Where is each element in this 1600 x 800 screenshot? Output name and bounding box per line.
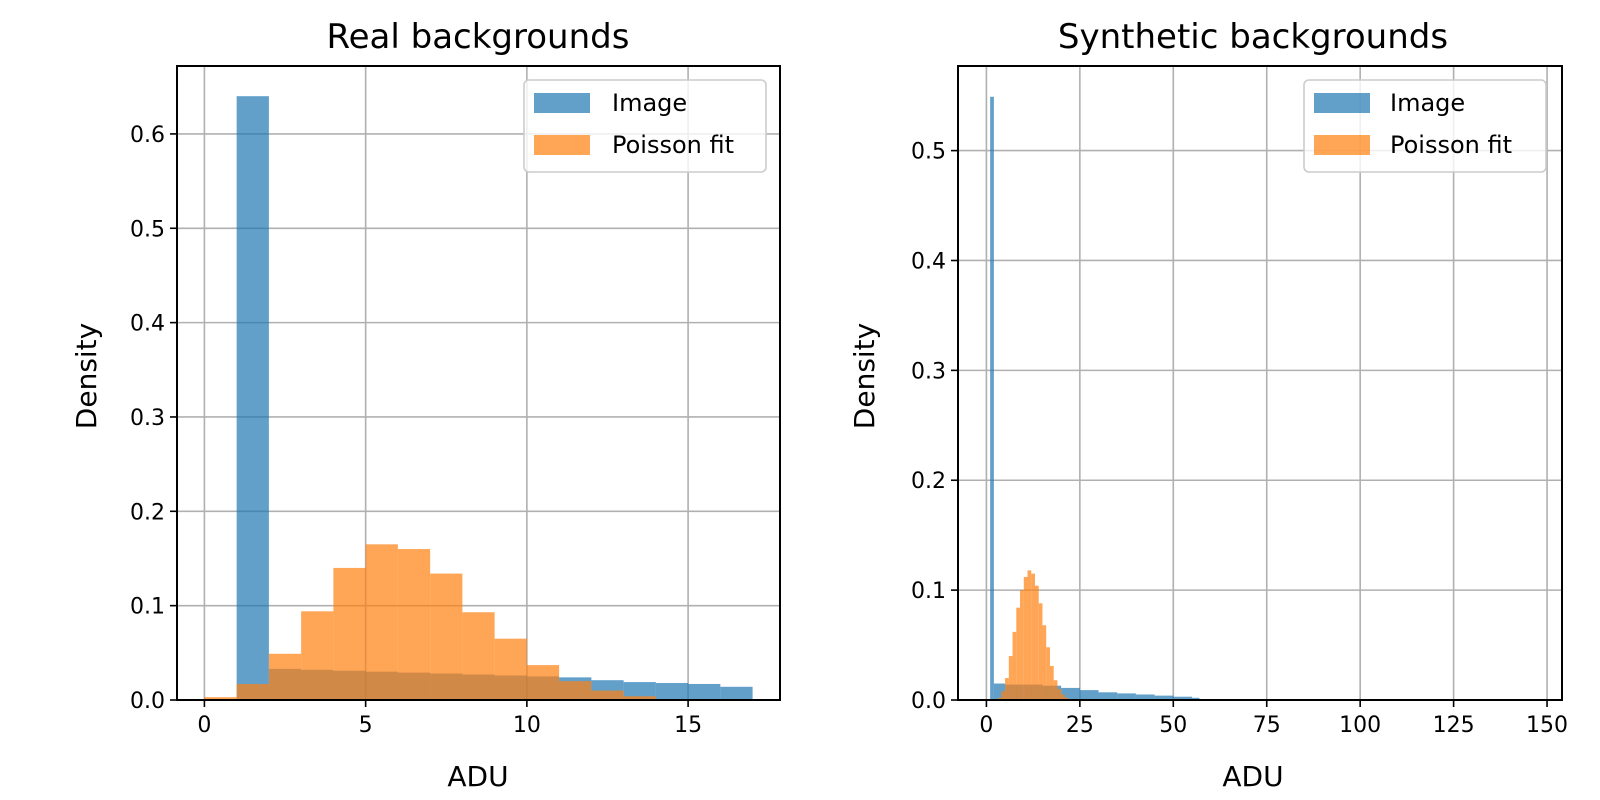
histogram-bar [1117,693,1136,700]
y-tick-label: 0.3 [911,359,946,384]
axes-frame [957,65,1563,701]
panel-real-backgrounds: 0 5 10 15 0.0 0.1 0.2 0.3 0.4 0.5 0.6 Real backgro… [70,17,781,793]
series-poisson-fit [997,570,1069,700]
axes-frame [176,65,781,701]
x-tick-label: 100 [1339,713,1381,738]
histogram-bar [993,683,1006,700]
histogram-bar [1012,631,1017,700]
histogram-bar [1038,603,1043,700]
histogram-bar [333,567,366,700]
histogram-bar [1135,694,1155,700]
histogram-bar [236,96,269,700]
x-tick-label: 0 [197,713,211,738]
x-tick-label: 75 [1253,713,1281,738]
y-tick-label: 0.0 [911,689,946,714]
y-tick-label: 0.2 [911,469,946,494]
chart-title: Real backgrounds [327,17,630,57]
histogram-bar [494,638,527,700]
x-tick-label: 50 [1159,713,1187,738]
x-tick-label: 5 [359,713,373,738]
histogram-bar [1016,607,1021,700]
histogram-bar [1023,576,1028,700]
histogram-bar [1173,696,1192,700]
histogram-bar [268,653,302,700]
histogram-bar [430,573,463,700]
histogram-bar [688,683,721,700]
ticks: 0 5 10 15 0.0 0.1 0.2 0.3 0.4 0.5 0.6 [130,123,702,738]
x-axis-label: ADU [447,760,508,793]
histogram-bar [1005,678,1009,700]
legend [1303,79,1547,173]
histogram-bar [623,696,656,700]
histogram-bar [301,611,334,700]
x-tick-label: 125 [1433,713,1475,738]
histogram-bar [591,690,624,700]
histogram-bar [655,683,689,700]
y-tick-label: 0.6 [130,123,165,148]
histogram-bar [559,681,592,700]
ticks: 0 25 50 75 100 125 150 0.0 0.1 0.2 0.3 0.4 0.5 [911,140,1568,738]
histogram-bar [1042,625,1047,700]
histogram-bar [1008,656,1013,700]
y-tick-label: 0.5 [130,217,165,242]
legend-label-poisson-fit: Poisson fit [612,131,734,159]
legend-swatch [534,135,590,155]
y-axis-label: Density [70,323,103,429]
panel-synthetic-backgrounds: 0 25 50 75 100 125 150 0.0 0.1 0.2 0.3 0.4 0.5 Synth… [848,17,1568,793]
histogram-bar [1079,690,1099,700]
legend-label-image: Image [612,89,687,117]
legend-label-poisson-fit: Poisson fit [1390,131,1512,159]
histogram-bar [462,612,495,700]
legend-swatch [534,93,590,113]
histogram-bar [526,665,560,700]
legend-swatch [1314,93,1370,113]
histogram-bar [397,549,431,700]
y-tick-label: 0.5 [911,140,946,165]
histogram-bar [236,683,269,700]
histogram-bar [1061,694,1065,700]
histogram-bar [1057,689,1062,700]
histogram-bar [720,686,753,700]
histogram-bar [1064,697,1069,700]
histogram-bar [997,697,1002,700]
histogram-bar [623,682,656,700]
histogram-bar [1061,687,1080,700]
legend-swatch [1314,135,1370,155]
histogram-bar [990,96,994,700]
histogram-bar [365,544,398,700]
histogram-bar [1020,590,1024,700]
histogram-bar [204,697,237,700]
series-poisson-fit [204,544,656,700]
x-tick-label: 25 [1066,713,1094,738]
histogram-bar [1098,692,1118,700]
x-axis-label: ADU [1222,760,1283,793]
legend-label-image: Image [1390,89,1465,117]
histogram-bar [1001,691,1006,700]
y-tick-label: 0.4 [130,312,165,337]
y-tick-label: 0.4 [911,249,946,274]
y-tick-label: 0.3 [130,406,165,431]
x-tick-label: 150 [1526,713,1568,738]
histogram-bar [1027,570,1032,700]
series-image [236,96,753,700]
histogram-bar [1154,695,1174,700]
x-tick-label: 10 [513,713,541,738]
histogram-bar [1034,585,1039,700]
y-tick-label: 0.0 [130,689,165,714]
y-tick-label: 0.1 [130,595,165,620]
histogram-bar [1191,697,1200,700]
legend [523,79,767,173]
histogram-bar [1053,680,1058,700]
histogram-bar [1046,647,1050,700]
x-tick-label: 0 [979,713,993,738]
y-axis-label: Density [848,323,881,429]
histogram-bar [1031,573,1035,700]
x-tick-label: 15 [674,713,702,738]
y-tick-label: 0.2 [130,500,165,525]
chart-title: Synthetic backgrounds [1058,17,1448,57]
y-tick-label: 0.1 [911,579,946,604]
histogram-bar [1049,665,1054,700]
